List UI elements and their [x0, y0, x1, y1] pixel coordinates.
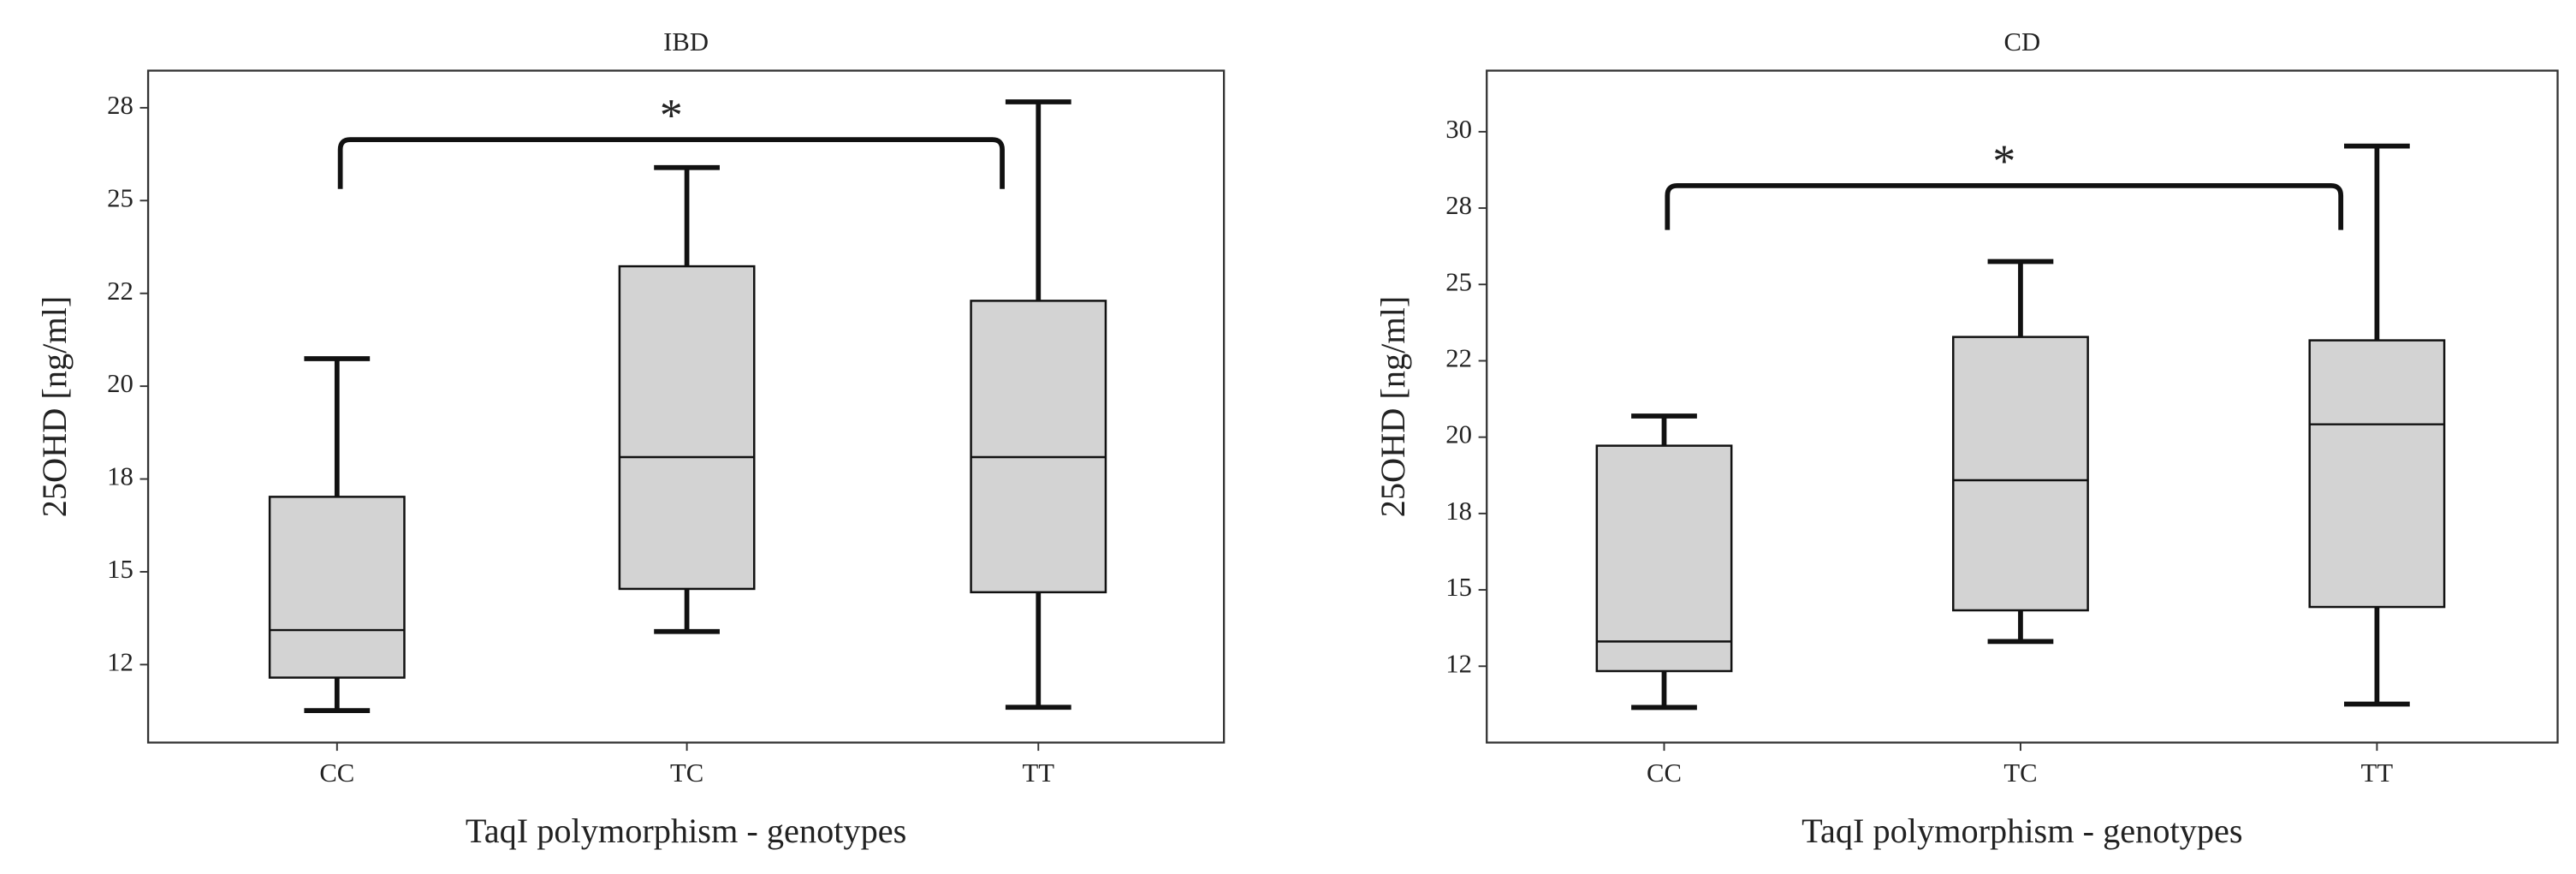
y-tick-label: 28 [1445, 191, 1472, 220]
x-tick-label: TT [2361, 758, 2394, 788]
box [1952, 336, 2089, 612]
y-axis-label: 25OHD [ng/ml] [35, 296, 74, 518]
x-tick-label: TC [670, 758, 703, 788]
y-axis-label: 25OHD [ng/ml] [1374, 296, 1412, 518]
y-tick-label: 12 [1445, 649, 1472, 678]
significance-bracket [1665, 182, 2344, 230]
x-axis-label: TaqI polymorphism - genotypes [466, 812, 906, 850]
y-tick-label: 18 [107, 462, 134, 491]
box [970, 300, 1107, 594]
x-tick-label: TT [1023, 758, 1055, 788]
x-tick-label: TC [2003, 758, 2037, 788]
x-axis-label: TaqI polymorphism - genotypes [1801, 812, 2242, 850]
y-tick-label: 15 [1445, 573, 1472, 602]
x-tick-label: CC [319, 758, 354, 788]
box [268, 496, 406, 679]
y-tick-label: 18 [1445, 496, 1472, 526]
y-tick-label: 25 [1445, 267, 1472, 296]
plot-frame [1486, 69, 2559, 744]
significance-bracket [337, 137, 1005, 189]
box [1595, 444, 1733, 673]
y-tick-label: 15 [107, 555, 134, 584]
y-tick-label: 22 [107, 276, 134, 306]
y-tick-label: 25 [107, 183, 134, 212]
y-tick-label: 28 [107, 91, 134, 120]
y-tick-label: 12 [107, 647, 134, 676]
box [618, 265, 756, 591]
annotation: * [1992, 135, 2015, 187]
y-tick-label: 20 [1445, 420, 1472, 449]
y-tick-label: 22 [1445, 344, 1472, 373]
x-tick-label: CC [1647, 758, 1682, 788]
y-tick-label: 30 [1445, 115, 1472, 144]
annotation: * [660, 89, 683, 140]
box [2308, 339, 2446, 609]
chart-title: IBD [663, 27, 709, 56]
y-tick-label: 20 [107, 369, 134, 398]
chart-title: CD [2004, 27, 2041, 56]
